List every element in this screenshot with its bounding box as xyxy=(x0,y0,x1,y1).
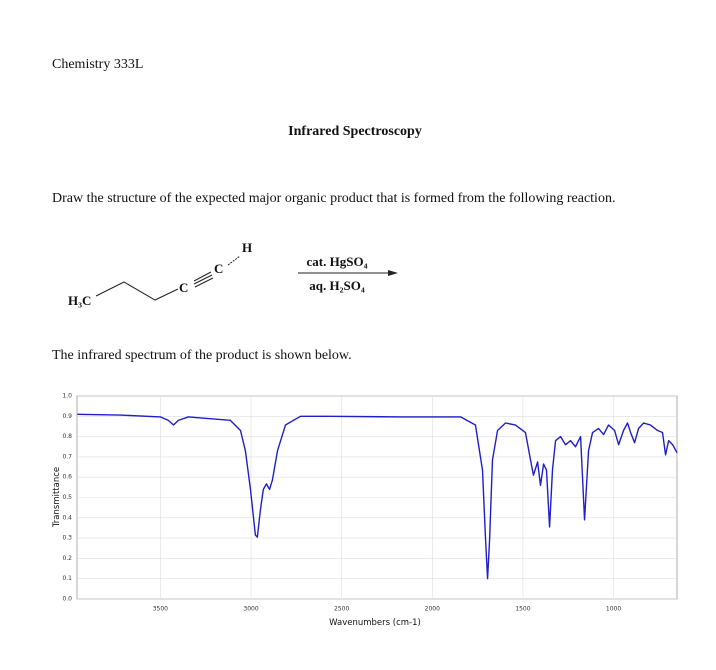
y-tick-label: 0.1 xyxy=(62,575,72,582)
y-tick-label: 1.0 xyxy=(62,393,72,400)
atom: H₃C xyxy=(68,293,91,308)
atom: H xyxy=(242,240,252,255)
y-axis-label: Transmittance xyxy=(52,467,62,528)
atom: C xyxy=(179,280,188,295)
x-tick-label: 1500 xyxy=(515,606,530,613)
y-tick-label: 0.4 xyxy=(62,514,72,521)
x-tick-label: 3000 xyxy=(243,606,258,613)
arrow-head xyxy=(388,270,398,276)
reaction-arrow: cat. HgSO₄ aq. H₂SO₄ xyxy=(298,254,398,293)
x-tick-label: 2500 xyxy=(334,606,349,613)
spectrum-line xyxy=(77,413,678,580)
x-tick-label: 3500 xyxy=(153,606,168,613)
x-tick-label: 2000 xyxy=(425,606,440,613)
doc-title: Infrared Spectroscopy xyxy=(288,124,422,139)
y-tick-label: 0.3 xyxy=(62,535,72,542)
y-tick-label: 0.6 xyxy=(62,474,72,481)
question: Draw the structure of the expected major… xyxy=(52,191,615,206)
y-tick-label: 0.0 xyxy=(62,596,72,603)
reactant: H₃C C C H xyxy=(68,240,252,308)
y-tick-label: 0.9 xyxy=(62,413,72,420)
ir-chart: Wavenumbers (cm-1) Transmittance 0.0 0.1 0… xyxy=(52,393,678,628)
y-tick-label: 0.2 xyxy=(62,555,72,562)
course: Chemistry 333L xyxy=(52,57,143,72)
bond xyxy=(193,274,213,285)
reagent: aq. H₂SO₄ xyxy=(309,278,365,293)
x-axis-label: Wavenumbers (cm-1) xyxy=(329,618,421,628)
y-tick-label: 0.5 xyxy=(62,494,72,501)
bond xyxy=(227,255,241,266)
reagent: cat. HgSO₄ xyxy=(307,254,368,269)
bond xyxy=(194,277,214,288)
bond xyxy=(95,281,179,301)
caption: The infrared spectrum of the product is … xyxy=(52,348,352,363)
bond xyxy=(193,271,212,282)
x-tick-label: 1000 xyxy=(606,606,621,613)
y-tick-label: 0.8 xyxy=(62,433,72,440)
atom: C xyxy=(214,261,223,276)
y-tick-label: 0.7 xyxy=(62,453,72,460)
